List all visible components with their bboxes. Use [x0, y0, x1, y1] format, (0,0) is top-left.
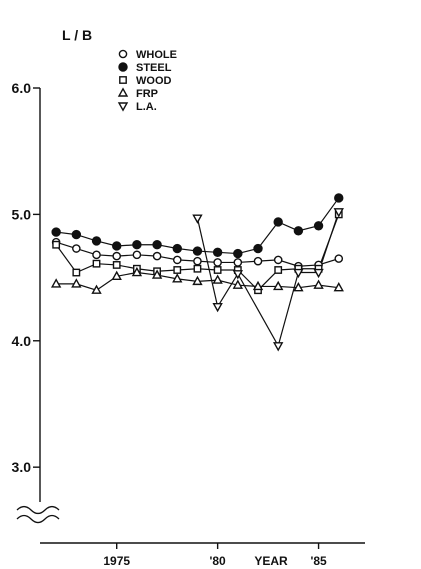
legend-label-whole: WHOLE: [136, 49, 177, 61]
data-point-l-a: [293, 268, 304, 279]
x-axis-label: YEAR: [254, 554, 288, 568]
axis-break-symbol: [16, 505, 60, 524]
data-point-whole: [193, 256, 202, 266]
data-point-l-a: [313, 268, 324, 279]
y-tick-label: 6.0: [12, 80, 32, 96]
data-point-l-a: [333, 208, 344, 218]
data-point-steel: [233, 248, 243, 259]
data-point-wood: [52, 240, 61, 249]
data-point-whole: [253, 256, 263, 266]
data-point-frp: [313, 279, 324, 289]
data-point-wood: [112, 261, 121, 269]
x-tick-label: 1975: [103, 554, 130, 568]
data-point-steel: [293, 226, 304, 236]
data-point-frp: [212, 274, 223, 284]
data-point-whole: [233, 258, 243, 267]
data-point-steel: [334, 193, 344, 203]
y-tick-label: 3.0: [12, 459, 32, 475]
data-point-steel: [192, 246, 203, 256]
y-ticks: 3.0 4.0 5.0 6.0: [12, 80, 40, 475]
data-point-whole: [72, 244, 81, 253]
data-point-l-a: [273, 342, 284, 352]
data-point-wood: [72, 268, 81, 277]
data-point-frp: [252, 280, 264, 291]
legend-label-wood: WOOD: [136, 75, 171, 87]
data-point-whole: [152, 251, 162, 261]
data-point-whole: [112, 251, 122, 261]
data-point-frp: [71, 278, 82, 288]
data-point-whole: [172, 255, 182, 265]
y-tick-label: 4.0: [12, 333, 32, 349]
data-point-steel: [152, 240, 162, 250]
data-point-l-a: [192, 214, 203, 224]
data-point-frp: [333, 282, 344, 292]
data-point-wood: [213, 266, 222, 274]
legend-marker-whole: [118, 49, 128, 59]
legend-label-frp: FRP: [136, 88, 158, 100]
data-point-steel: [51, 227, 61, 237]
legend-label-l-a: L.A.: [136, 101, 157, 113]
data-point-steel: [273, 217, 283, 227]
x-ticks: 1975 '80 '85: [103, 543, 327, 568]
data-point-frp: [273, 280, 284, 291]
legend-label-steel: STEEL: [136, 62, 172, 74]
x-tick-label: '80: [210, 554, 227, 568]
data-point-whole: [273, 255, 283, 265]
data-point-frp: [131, 266, 143, 277]
data-point-frp: [192, 275, 203, 286]
data-point-frp: [151, 269, 163, 279]
data-point-frp: [172, 273, 183, 283]
data-point-frp: [111, 270, 122, 281]
axes: 3.0 4.0 5.0 6.0 1975 '80 '85: [12, 80, 365, 568]
data-point-l-a: [232, 270, 244, 280]
data-point-wood: [173, 266, 182, 274]
data-point-frp: [232, 279, 244, 289]
data-point-steel: [253, 243, 263, 254]
data-point-steel: [313, 221, 324, 231]
data-point-l-a: [212, 302, 223, 313]
data-point-whole: [92, 250, 101, 260]
data-point-whole: [334, 254, 344, 263]
data-point-steel: [71, 229, 82, 240]
data-point-frp: [293, 282, 304, 292]
data-point-whole: [132, 250, 142, 260]
data-point-steel: [212, 247, 223, 258]
legend-marker-l-a: [117, 102, 129, 112]
data-point-wood: [92, 259, 101, 268]
data-point-whole: [213, 258, 222, 267]
data-point-wood: [274, 266, 283, 274]
legend-marker-wood: [119, 76, 127, 84]
legend-marker-frp: [117, 87, 129, 97]
x-tick-label: '85: [310, 554, 327, 568]
data-point-steel: [112, 241, 122, 251]
y-tick-label: 5.0: [12, 206, 32, 222]
data-point-frp: [50, 278, 62, 288]
data-point-steel: [91, 236, 102, 246]
data-point-steel: [132, 240, 142, 250]
data-point-frp: [91, 284, 102, 294]
series-line-steel: [56, 197, 340, 255]
data-point-steel: [172, 243, 182, 254]
data-point-wood: [193, 264, 202, 273]
legend-marker-steel: [118, 62, 128, 72]
series-points: [50, 193, 344, 352]
y-axis-label: L / B: [62, 27, 92, 43]
